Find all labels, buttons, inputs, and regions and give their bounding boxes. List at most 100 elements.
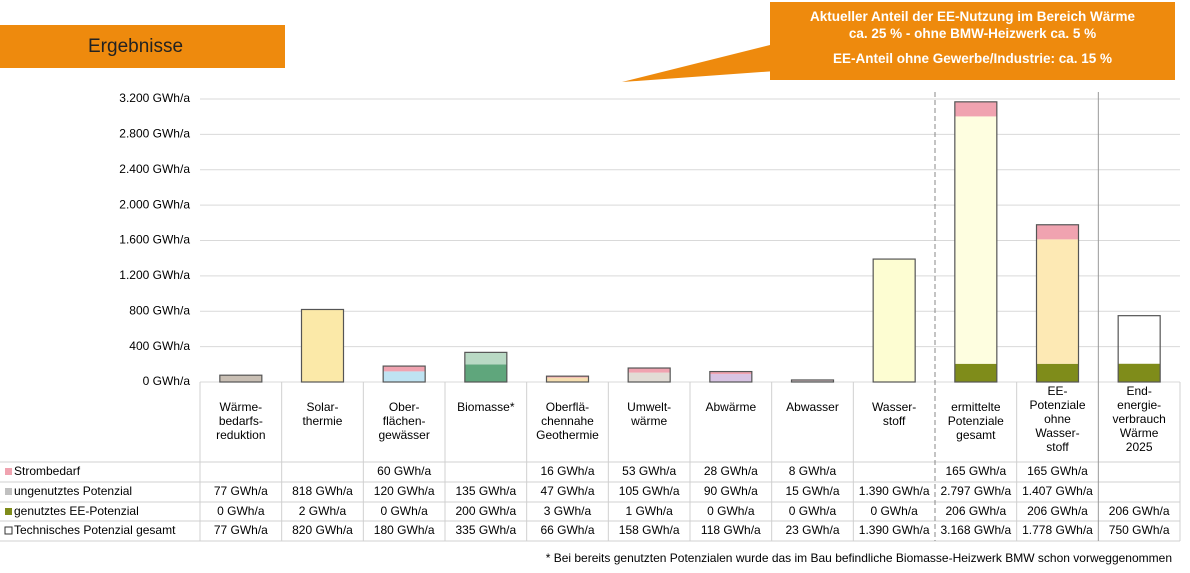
bar-total bbox=[1035, 224, 1080, 383]
table-cell: 206 GWh/a bbox=[1108, 504, 1170, 518]
table-cell: 15 GWh/a bbox=[785, 484, 840, 498]
bar-segment bbox=[383, 371, 426, 382]
x-tick-label: Umwelt- wärme bbox=[627, 400, 672, 428]
bar-total bbox=[545, 375, 590, 383]
y-tick-label: 2.000 GWh/a bbox=[119, 197, 190, 211]
table-cell: 180 GWh/a bbox=[373, 523, 435, 537]
table-cell: 335 GWh/a bbox=[455, 523, 517, 537]
table-cell: 206 GWh/a bbox=[1027, 504, 1088, 518]
y-tick-label: 2.400 GWh/a bbox=[119, 162, 190, 176]
table-cell: 8 GWh/a bbox=[788, 464, 837, 478]
table-cell: 47 GWh/a bbox=[540, 484, 595, 498]
bar-total bbox=[382, 365, 426, 383]
bar-total bbox=[300, 308, 345, 383]
table-cell: 1.390 GWh/a bbox=[858, 523, 930, 537]
table-cell: 135 GWh/a bbox=[455, 484, 517, 498]
bar-total bbox=[790, 379, 835, 383]
bar-segment bbox=[873, 259, 916, 382]
bar-segment bbox=[301, 309, 344, 382]
annotation: Aktueller Anteil der EE-Nutzung im Berei… bbox=[809, 9, 1136, 24]
bar-total bbox=[954, 101, 998, 383]
bar-segment bbox=[1036, 224, 1079, 240]
bar-segment bbox=[954, 116, 997, 364]
table-cell: 0 GWh/a bbox=[707, 504, 755, 518]
table-cell: 105 GWh/a bbox=[618, 484, 680, 498]
table-cell: 2 GWh/a bbox=[298, 504, 347, 518]
table-cell: 118 GWh/a bbox=[700, 523, 761, 537]
table-cell: 53 GWh/a bbox=[622, 464, 677, 478]
bar-segment bbox=[464, 364, 507, 382]
table-cell: 120 GWh/a bbox=[373, 484, 435, 498]
bar-total bbox=[219, 374, 263, 383]
legend-swatch bbox=[5, 468, 12, 475]
x-tick-label: Biomasse* bbox=[457, 400, 515, 414]
y-tick-label: 3.200 GWh/a bbox=[119, 91, 190, 105]
table-cell: 200 GWh/a bbox=[455, 504, 517, 518]
table-cell: 158 GWh/a bbox=[618, 523, 680, 537]
table-cell: 165 GWh/a bbox=[945, 464, 1007, 478]
table-cell: 16 GWh/a bbox=[540, 464, 595, 478]
table-cell: 77 GWh/a bbox=[213, 523, 268, 537]
chart-title: Ergebnisse bbox=[0, 25, 285, 68]
legend-label: genutztes EE-Potenzial bbox=[14, 504, 139, 518]
table-cell: 820 GWh/a bbox=[292, 523, 353, 537]
bar-segment bbox=[383, 366, 426, 372]
legend-swatch bbox=[5, 488, 12, 495]
table-cell: 0 GWh/a bbox=[380, 504, 428, 518]
table-cell: 28 GWh/a bbox=[703, 464, 758, 478]
table-cell: 77 GWh/a bbox=[213, 484, 268, 498]
x-tick-label: Ober- flächen- gewässer bbox=[378, 400, 430, 442]
bar-segment bbox=[709, 371, 752, 375]
x-tick-label: Abwasser bbox=[786, 400, 839, 414]
bar-segment bbox=[628, 372, 671, 382]
annotation: ca. 25 % - ohne BMW-Heizwerk ca. 5 % bbox=[848, 26, 1097, 41]
x-tick-label: EE- Potenziale ohne Wasser- stoff bbox=[1029, 384, 1086, 454]
bar-segment bbox=[1118, 363, 1161, 382]
bar-segment bbox=[1036, 363, 1079, 382]
table-cell: 23 GWh/a bbox=[785, 523, 840, 537]
x-tick-label: Wasser- stoff bbox=[872, 400, 917, 428]
x-tick-label: Wärme- bedarfs- reduktion bbox=[216, 400, 266, 442]
table-cell: 0 GWh/a bbox=[217, 504, 265, 518]
bar-total bbox=[709, 370, 753, 383]
x-tick-label: Abwärme bbox=[705, 400, 757, 414]
table-cell: 165 GWh/a bbox=[1027, 464, 1088, 478]
legend-label: Strombedarf bbox=[14, 464, 81, 478]
bar-total bbox=[627, 367, 671, 383]
table-cell: 0 GWh/a bbox=[788, 504, 837, 518]
table-cell: 1.778 GWh/a bbox=[1022, 523, 1093, 537]
bar-segment bbox=[1036, 239, 1079, 364]
table-cell: 66 GWh/a bbox=[540, 523, 595, 537]
table-cell: 0 GWh/a bbox=[870, 504, 918, 518]
bar-segment bbox=[628, 367, 671, 373]
bar-segment bbox=[219, 375, 262, 382]
x-tick-label: Oberflä- chennahe Geothermie bbox=[536, 400, 599, 442]
table-cell: 2.797 GWh/a bbox=[940, 484, 1012, 498]
y-tick-label: 1.600 GWh/a bbox=[119, 233, 190, 247]
table-cell: 3 GWh/a bbox=[543, 504, 592, 518]
y-tick-label: 0 GWh/a bbox=[143, 374, 191, 388]
bar-segment bbox=[464, 352, 507, 365]
y-tick-label: 800 GWh/a bbox=[129, 303, 190, 317]
bar-segment bbox=[546, 376, 589, 378]
legend-label: Technisches Potenzial gesamt bbox=[14, 523, 176, 537]
x-tick-label: End- energie- verbrauch Wärme 2025 bbox=[1112, 384, 1166, 454]
table-cell: 1 GWh/a bbox=[625, 504, 673, 518]
legend-label: ungenutztes Potenzial bbox=[14, 484, 133, 498]
table-cell: 1.407 GWh/a bbox=[1022, 484, 1093, 498]
table-cell: 818 GWh/a bbox=[292, 484, 353, 498]
bar-segment bbox=[954, 101, 997, 117]
bar-total bbox=[872, 258, 916, 383]
legend-swatch bbox=[5, 508, 12, 515]
table-cell: 750 GWh/a bbox=[1108, 523, 1170, 537]
callout-pointer bbox=[622, 40, 790, 82]
table-cell: 60 GWh/a bbox=[377, 464, 432, 478]
bar-segment bbox=[709, 374, 752, 382]
bar-total bbox=[1117, 315, 1161, 383]
x-tick-label: ermittelte Potenziale gesamt bbox=[947, 400, 1004, 442]
y-tick-label: 1.200 GWh/a bbox=[119, 268, 190, 282]
footnote: * Bei bereits genutzten Potenzialen wurd… bbox=[545, 551, 1172, 565]
callout: Aktueller Anteil der EE-Nutzung im Berei… bbox=[770, 2, 1175, 80]
